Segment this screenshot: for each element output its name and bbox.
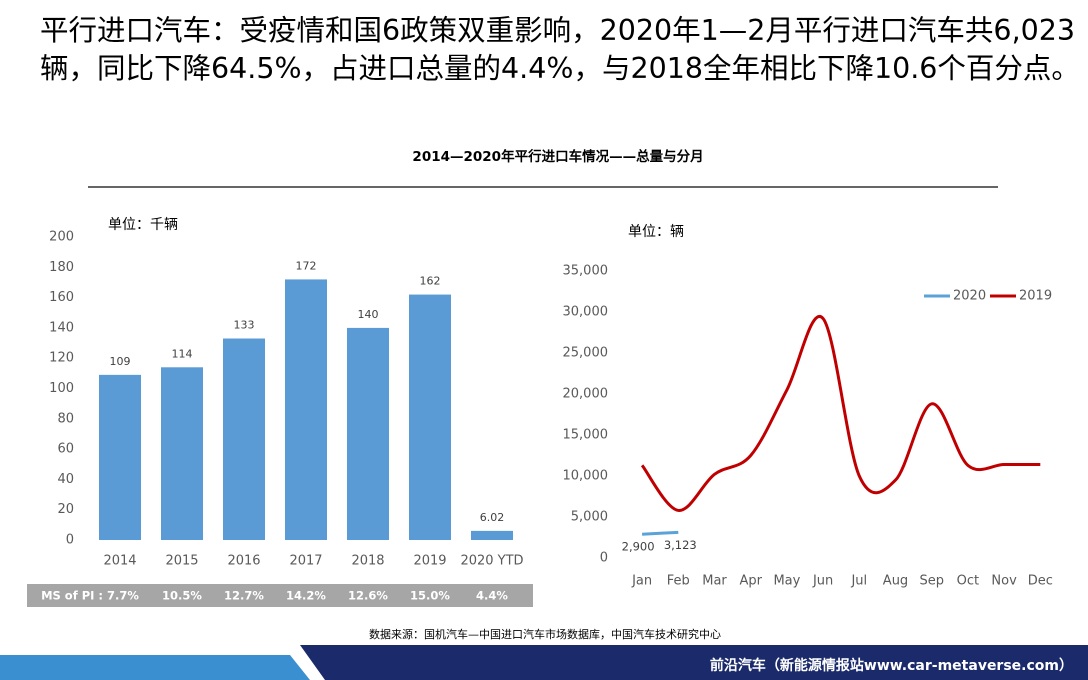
line-series (640, 314, 1041, 512)
x-tick-label: 2017 (289, 554, 322, 569)
ms-label: 14.2% (286, 589, 326, 603)
y-tick-label: 180 (49, 260, 74, 275)
y-tick-label: 20,000 (563, 387, 609, 402)
y-tick-label: 0 (66, 533, 74, 548)
x-tick-label: Dec (1028, 574, 1053, 589)
footer-band (300, 645, 1088, 680)
footer-text: 前沿汽车（新能源情报站www.car-metaverse.com） (710, 657, 1073, 674)
y-tick-label: 40 (57, 472, 74, 487)
x-tick-label: 2016 (227, 554, 260, 569)
x-tick-label: 2020 YTD (460, 554, 523, 569)
x-tick-label: Feb (667, 574, 690, 589)
data-label: 114 (172, 347, 193, 360)
bar (285, 279, 327, 540)
y-tick-label: 200 (49, 230, 74, 245)
y-tick-label: 15,000 (563, 428, 609, 443)
legend-label: 2019 (1019, 289, 1052, 304)
section-title: 2014—2020年平行进口车情况——总量与分月 (412, 148, 703, 165)
x-tick-label: 2018 (351, 554, 384, 569)
data-label: 140 (358, 308, 379, 321)
y-tick-label: 0 (600, 551, 608, 566)
x-tick-label: Mar (702, 574, 727, 589)
y-tick-label: 100 (49, 381, 74, 396)
data-label: 162 (420, 275, 441, 288)
x-tick-label: 2015 (165, 554, 198, 569)
bar (223, 338, 265, 540)
x-tick-label: Apr (739, 574, 762, 589)
data-label: 3,123 (664, 538, 697, 552)
x-tick-label: Jan (631, 574, 652, 589)
y-tick-label: 5,000 (571, 510, 608, 525)
x-tick-label: Nov (991, 574, 1017, 589)
data-label: 133 (234, 319, 255, 332)
legend-label: 2020 (953, 289, 986, 304)
unit-label: 单位：千辆 (108, 217, 178, 233)
y-tick-label: 80 (57, 411, 74, 426)
y-tick-label: 20 (57, 502, 74, 517)
ms-row (27, 584, 533, 607)
x-tick-label: Sep (919, 574, 944, 589)
bar (471, 530, 513, 540)
ms-label: MS of PI : 7.7% (41, 589, 139, 603)
bar (161, 367, 203, 540)
bar (409, 294, 451, 540)
x-tick-label: Oct (957, 574, 979, 589)
y-tick-label: 60 (57, 442, 74, 457)
ms-label: 12.6% (348, 589, 388, 603)
y-tick-label: 120 (49, 351, 74, 366)
source: 数据来源：国机汽车—中国进口汽车市场数据库，中国汽车技术研究中心 (369, 627, 721, 641)
headline: 平行进口汽车：受疫情和国6政策双重影响，2020年1—2月平行进口汽车共6,02… (40, 14, 1080, 85)
unit-label: 单位：辆 (628, 224, 684, 240)
y-tick-label: 30,000 (563, 305, 609, 320)
x-tick-label: Aug (883, 574, 908, 589)
ms-label: 4.4% (476, 589, 508, 603)
x-tick-label: May (773, 574, 800, 589)
data-label: 2,900 (622, 540, 655, 554)
ms-label: 12.7% (224, 589, 264, 603)
x-tick-label: Jun (812, 574, 833, 589)
x-tick-label: Jul (850, 574, 867, 589)
x-tick-label: 2019 (413, 554, 446, 569)
data-label: 109 (110, 355, 131, 368)
ms-label: 15.0% (410, 589, 450, 603)
y-tick-label: 10,000 (563, 469, 609, 484)
y-tick-label: 160 (49, 290, 74, 305)
bar (99, 374, 141, 540)
footer-accent (0, 655, 310, 680)
ms-label: 10.5% (162, 589, 202, 603)
data-label: 6.02 (480, 511, 505, 524)
y-tick-label: 35,000 (563, 264, 609, 279)
data-label: 172 (296, 259, 317, 272)
x-tick-label: 2014 (103, 554, 136, 569)
line-series (642, 530, 679, 536)
y-tick-label: 140 (49, 320, 74, 335)
bar (347, 327, 389, 540)
y-tick-label: 25,000 (563, 346, 609, 361)
